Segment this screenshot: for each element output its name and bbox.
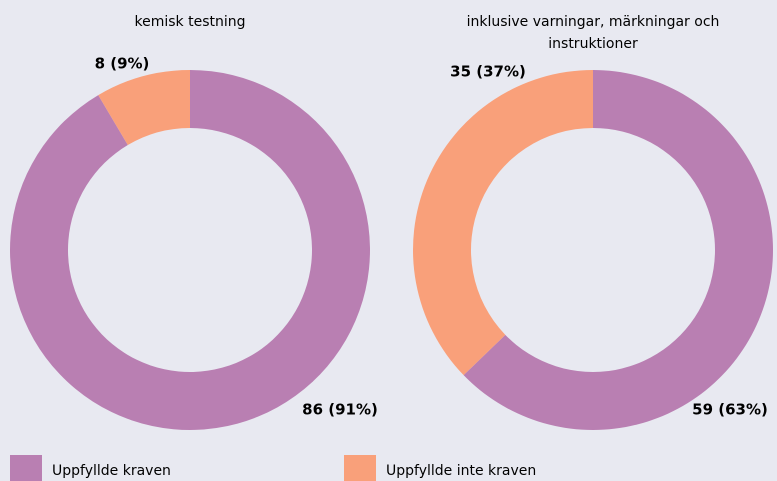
title-line: instruktioner [548,36,638,52]
data-label: 35 (37%) [450,63,526,81]
donut-segment [412,69,593,376]
legend-swatch [10,455,42,481]
title-line: inklusive varningar, märkningar och [467,14,720,30]
legend-swatch [344,455,376,481]
donut-segment [463,70,773,430]
donut-segment [98,70,190,146]
data-label: 86 (91%) [302,401,378,419]
data-label: 59 (63%) [692,401,768,419]
chart-subtitle: inklusive varningar, märkningar och instr… [467,14,720,52]
chart-subtitle: kemisk testning [134,14,245,30]
donut-segment [9,70,370,430]
legend-label: Uppfyllde kraven [52,463,171,479]
legend-label: Uppfyllde inte kraven [386,463,536,479]
data-label: 8 (9%) [95,55,150,73]
